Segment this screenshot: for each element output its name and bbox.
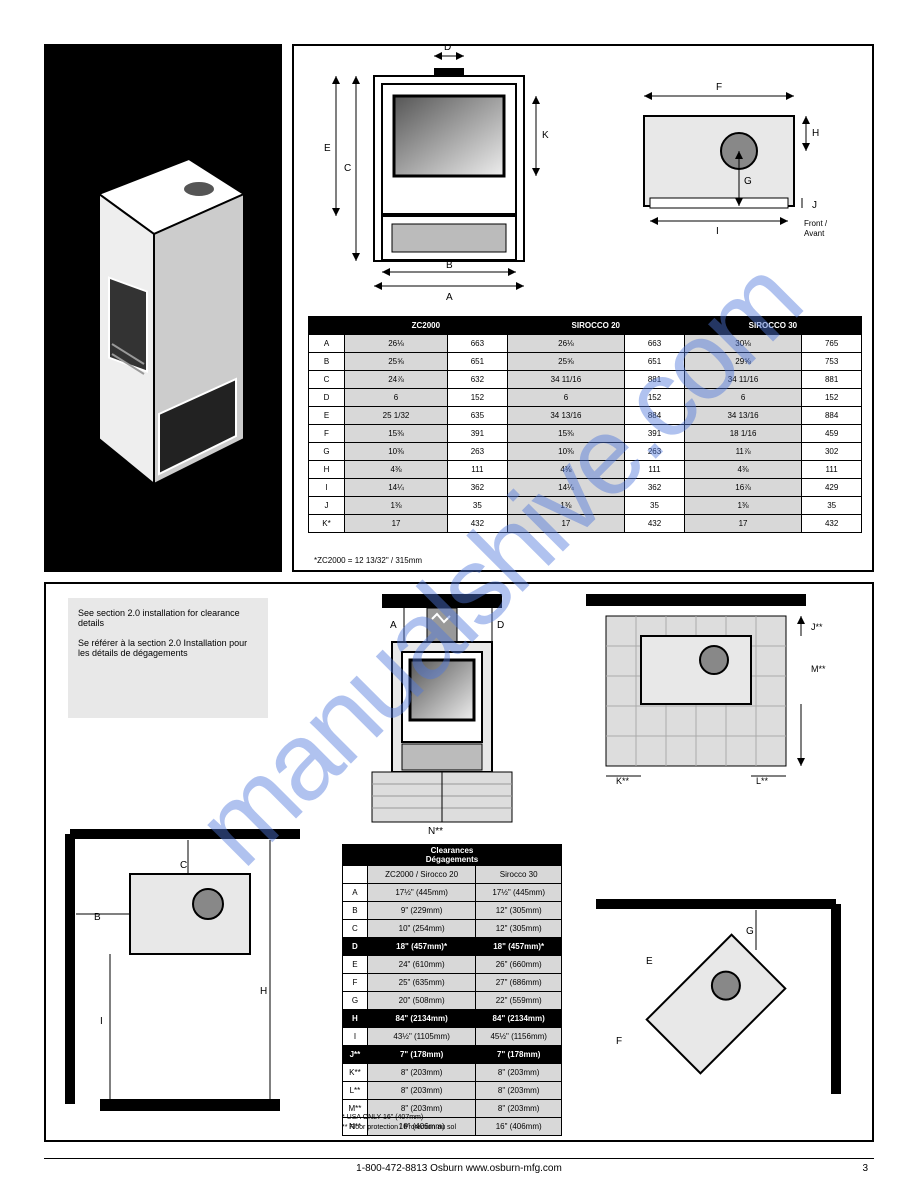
- clearance-row: G20" (508mm)22" (559mm): [343, 992, 562, 1010]
- dims-row: G10⅜26310⅜26311⅞302: [309, 443, 862, 461]
- dims-row: A26⅛66326⅛66330⅛765: [309, 335, 862, 353]
- clearance-row: B9" (229mm)12" (305mm): [343, 902, 562, 920]
- dims-row: D615261526152: [309, 389, 862, 407]
- sub-zc: ZC2000 / Sirocco 20: [367, 866, 475, 884]
- dimensions-table: ZC2000 SIROCCO 20 SIROCCO 30 A26⅛66326⅛6…: [308, 316, 862, 533]
- th-sirocco30: SIROCCO 30: [684, 317, 861, 335]
- svg-text:H: H: [812, 128, 819, 139]
- th-clearances: ClearancesDégagements: [343, 845, 562, 866]
- clearance-row: I43½" (1105mm)45½" (1156mm): [343, 1028, 562, 1046]
- clear-foot2: ** Floor protection / Protection au sol: [342, 1124, 456, 1131]
- svg-text:Front /: Front /: [804, 219, 828, 228]
- dims-row: C24⅞63234 11/1688134 11/16881: [309, 371, 862, 389]
- svg-text:A: A: [446, 292, 453, 303]
- product-image-panel: [44, 44, 282, 572]
- clearance-row: E24" (610mm)26" (660mm): [343, 956, 562, 974]
- svg-text:M**: M**: [811, 664, 826, 674]
- product-iso-drawing: [44, 44, 282, 572]
- svg-text:D: D: [497, 620, 504, 631]
- svg-text:F: F: [616, 1036, 622, 1047]
- clearance-row: F25" (635mm)27" (686mm): [343, 974, 562, 992]
- svg-text:I: I: [100, 1016, 103, 1027]
- svg-text:E: E: [324, 143, 331, 154]
- svg-text:K**: K**: [616, 776, 630, 786]
- clear-foot1: * USA ONLY 16" (407mm): [342, 1114, 423, 1121]
- svg-text:A: A: [390, 620, 397, 631]
- corner-clearance-drawing: G E F: [586, 894, 856, 1124]
- note-fr: Se référer à la section 2.0 Installation…: [78, 638, 258, 658]
- dims-footnote: *ZC2000 = 12 13/32" / 315mm: [314, 556, 422, 565]
- dims-row: H4⅜1114⅜1114⅜111: [309, 461, 862, 479]
- dims-row: K*174321743217432: [309, 515, 862, 533]
- svg-text:E: E: [646, 956, 653, 967]
- dims-row: J1⅜351⅜351⅜35: [309, 497, 862, 515]
- clearance-row: H84" (2134mm)84" (2134mm): [343, 1010, 562, 1028]
- svg-text:G: G: [744, 176, 752, 187]
- clearance-row: A17½" (445mm)17½" (445mm): [343, 884, 562, 902]
- dimension-drawings: C E D A B K: [294, 46, 876, 316]
- sidewall-clearance-drawing: C B H I: [60, 824, 320, 1124]
- svg-text:F: F: [716, 82, 722, 93]
- dims-row: E25 1/3263534 13/1688434 13/16884: [309, 407, 862, 425]
- svg-text:N**: N**: [428, 826, 443, 834]
- note-en: See section 2.0 installation for clearan…: [78, 608, 258, 628]
- svg-text:H: H: [260, 986, 267, 997]
- svg-text:Avant: Avant: [804, 229, 825, 238]
- clearance-note: See section 2.0 installation for clearan…: [68, 598, 268, 718]
- sub-s30: Sirocco 30: [476, 866, 562, 884]
- svg-text:B: B: [446, 260, 453, 271]
- dims-row: B25⅝65125⅝65129⅝753: [309, 353, 862, 371]
- th-sirocco20: SIROCCO 20: [507, 317, 684, 335]
- front-clearance-drawing: A D N**: [332, 594, 552, 834]
- svg-text:J**: J**: [811, 622, 823, 632]
- clearance-row: K**8" (203mm)8" (203mm): [343, 1064, 562, 1082]
- floor-protection-drawing: J** M** K** L**: [586, 594, 846, 804]
- th-zc2000: ZC2000: [345, 317, 508, 335]
- svg-text:C: C: [344, 163, 351, 174]
- svg-text:L**: L**: [756, 776, 769, 786]
- svg-text:C: C: [180, 860, 187, 871]
- svg-text:I: I: [716, 226, 719, 237]
- svg-text:D: D: [444, 46, 451, 53]
- clearances-panel: See section 2.0 installation for clearan…: [44, 582, 874, 1142]
- svg-text:G: G: [746, 926, 754, 937]
- clearance-row: L**8" (203mm)8" (203mm): [343, 1082, 562, 1100]
- svg-text:K: K: [542, 130, 549, 141]
- clearances-table: ClearancesDégagements ZC2000 / Sirocco 2…: [342, 844, 562, 1136]
- clearance-row: C10" (254mm)12" (305mm): [343, 920, 562, 938]
- dims-row: F15⅜39115⅜39118 1/16459: [309, 425, 862, 443]
- dims-row: I14¼36214¼36216⅞429: [309, 479, 862, 497]
- clearance-row: D18" (457mm)*18" (457mm)*: [343, 938, 562, 956]
- dimensions-panel: C E D A B K: [292, 44, 874, 572]
- page-footer: 1-800-472-8813 Osburn www.osburn-mfg.com: [44, 1158, 874, 1174]
- page: C E D A B K: [44, 44, 874, 1144]
- page-number: 3: [862, 1163, 868, 1174]
- clearance-row: J**7" (178mm)7" (178mm): [343, 1046, 562, 1064]
- svg-text:J: J: [812, 200, 817, 211]
